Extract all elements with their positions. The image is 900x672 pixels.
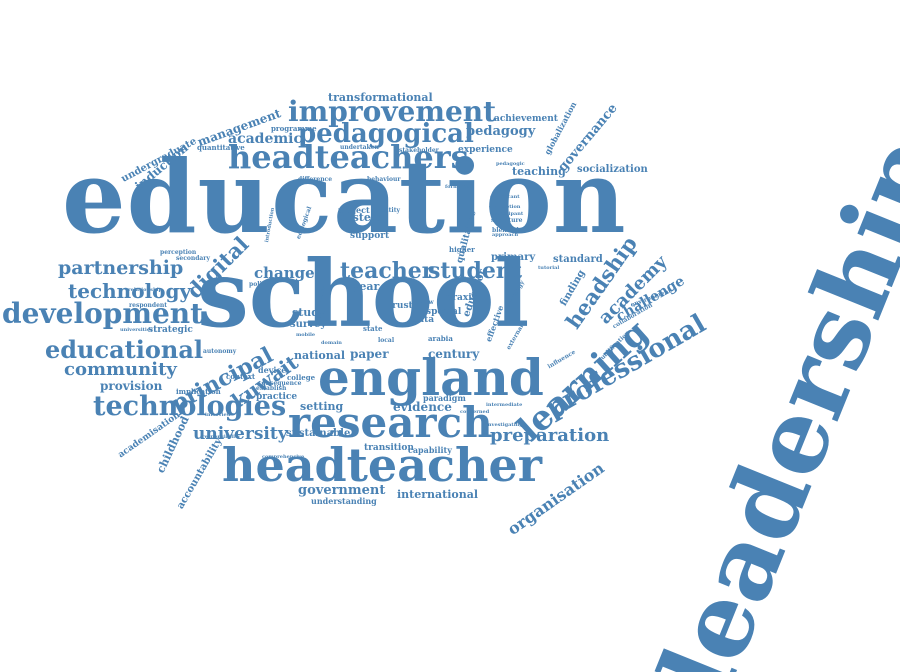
word: participant (492, 211, 524, 217)
word: completion (489, 204, 521, 210)
word: teaching (512, 165, 566, 178)
word: difference (298, 176, 333, 183)
word: change (254, 264, 315, 282)
word: significant (490, 194, 520, 200)
word: pedagogy (466, 124, 536, 139)
word: establish (256, 385, 287, 392)
word: socialization (577, 164, 648, 175)
word: relationship (128, 287, 162, 293)
word: concerned (460, 409, 490, 415)
word: trust (388, 301, 413, 311)
word: educational (45, 335, 203, 364)
word: consequence (258, 380, 302, 387)
word: study (292, 306, 326, 319)
word: evidence (393, 400, 452, 414)
word: university (193, 424, 288, 444)
word: tutorial (538, 265, 560, 271)
word: capability (408, 445, 452, 455)
word: context (226, 372, 256, 381)
word: england (318, 348, 544, 407)
word: accountability (175, 436, 225, 511)
word: paradigm (423, 393, 466, 403)
word: special (426, 307, 462, 317)
word: school (197, 240, 530, 348)
word: domain (321, 340, 342, 346)
word: headteachers (228, 138, 469, 176)
word: standard (553, 254, 603, 265)
word: mobile (296, 332, 316, 338)
word: approach (492, 232, 519, 238)
word: preparation (490, 425, 610, 446)
word: device (258, 365, 287, 375)
word: system (340, 211, 383, 224)
word: technologies (93, 391, 287, 422)
word: implication (176, 387, 221, 396)
word: practice (256, 392, 298, 402)
word: experience (458, 145, 513, 155)
word: interview (205, 412, 231, 418)
word: setting (300, 400, 344, 413)
word: pedagogical (298, 119, 474, 149)
word: paper (350, 347, 389, 361)
word: local (378, 337, 395, 344)
word: identity (374, 207, 400, 214)
word: international (397, 488, 479, 501)
word: transformational (328, 91, 433, 104)
word: government (298, 483, 386, 498)
word: structure (491, 217, 523, 224)
word: leadership (636, 120, 900, 672)
word: technology (68, 279, 192, 303)
word: undertaken (340, 144, 379, 151)
word: transition (364, 443, 414, 453)
word: research (288, 398, 493, 447)
word: behaviour (367, 176, 401, 183)
word: development (2, 297, 204, 330)
word: year (353, 280, 380, 293)
word: intermediate (486, 402, 523, 408)
word: headteacher (222, 438, 542, 492)
word: century (428, 347, 480, 361)
word: understanding (311, 496, 377, 506)
word: state (363, 324, 383, 333)
word: universities (120, 327, 153, 333)
word: academic (228, 131, 303, 147)
word: stakeholder (399, 147, 439, 154)
word: arabia (428, 334, 453, 343)
word: partnership (58, 257, 184, 279)
word: national (294, 349, 346, 362)
word: perception (160, 249, 197, 256)
word: respondent (129, 302, 168, 309)
word: strategic (148, 325, 193, 335)
word: formation (445, 184, 473, 190)
word: review (412, 299, 434, 306)
word: responsibility (202, 434, 241, 440)
word: provision (100, 379, 163, 393)
word: policy (249, 281, 269, 288)
word: student (428, 258, 523, 284)
word: blended (492, 227, 519, 234)
word: comprehensive (262, 454, 305, 460)
word: improvement (288, 95, 497, 128)
word: praxis (446, 293, 477, 303)
word: programme (271, 124, 317, 133)
word: autonomy (203, 348, 237, 355)
word: project (338, 205, 370, 215)
word: quantitative (197, 143, 245, 152)
word: achievement (494, 114, 558, 124)
word: higher (449, 245, 475, 254)
word: support (350, 231, 390, 241)
word: teacher (340, 258, 434, 284)
word: survey (290, 319, 327, 330)
word: pedagogic (496, 161, 525, 167)
word: college (287, 373, 316, 382)
word: education (62, 138, 627, 256)
word: investigating (486, 422, 523, 428)
word: secondary (176, 255, 210, 262)
word: primary (491, 252, 536, 263)
word: sustainable (286, 428, 351, 439)
word: community (64, 359, 177, 380)
word: data (412, 315, 435, 325)
